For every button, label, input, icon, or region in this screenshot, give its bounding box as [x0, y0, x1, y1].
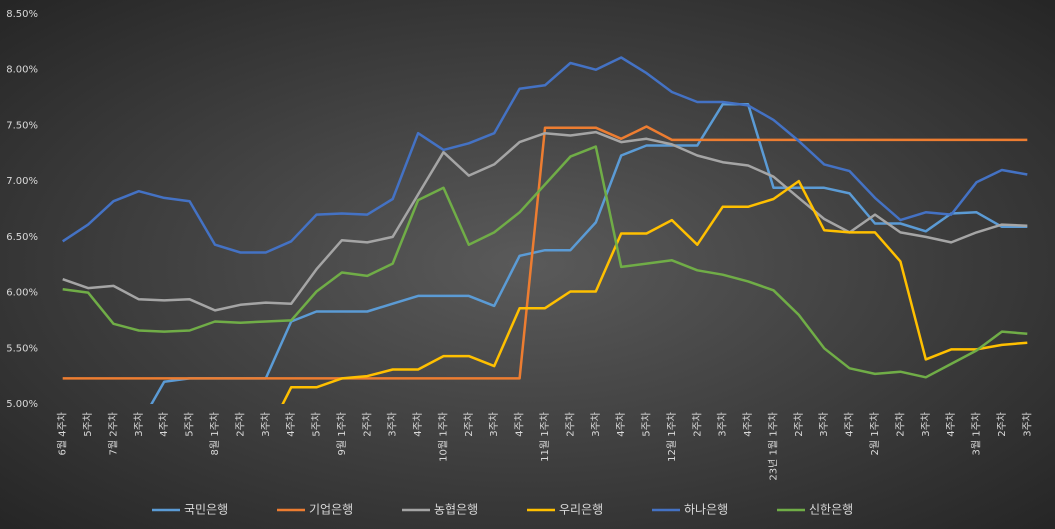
x-tick-label: 3월 1주차 [971, 412, 983, 456]
legend-label: 국민은행 [184, 502, 228, 517]
legend-label: 하나은행 [684, 502, 728, 517]
y-tick-label: 5.50% [6, 343, 38, 354]
x-tick-label: 2주차 [463, 412, 475, 437]
x-tick-label: 4주차 [615, 412, 627, 437]
x-tick-label: 3주차 [1021, 412, 1033, 437]
y-tick-label: 7.50% [6, 120, 38, 131]
x-tick-label: 9월 1주차 [336, 412, 348, 456]
legend-label: 신한은행 [809, 502, 853, 517]
x-tick-label: 5주차 [311, 412, 323, 437]
y-tick-label: 8.50% [6, 9, 38, 20]
x-tick-label: 3주차 [920, 412, 932, 437]
x-tick-label: 3주차 [133, 412, 145, 437]
x-tick-label: 11월 1주차 [539, 412, 551, 462]
y-tick-label: 6.00% [6, 288, 38, 299]
x-tick-label: 4주차 [945, 412, 957, 437]
x-tick-label: 6월 4주차 [57, 412, 69, 456]
x-tick-label: 4주차 [844, 412, 856, 437]
series-line [62, 56, 1028, 254]
legend-label: 농협은행 [434, 502, 478, 517]
x-tick-label: 4주차 [742, 412, 754, 437]
x-tick-label: 5주차 [184, 412, 196, 437]
x-tick-label: 2월 1주차 [869, 412, 881, 456]
x-tick-label: 3주차 [488, 412, 500, 437]
x-tick-label: 3주차 [260, 412, 272, 437]
series-line [281, 179, 1028, 404]
x-tick-label: 2주차 [691, 412, 703, 437]
x-tick-label: 8월 1주차 [209, 412, 221, 456]
y-tick-label: 7.00% [6, 176, 38, 187]
legend-label: 기업은행 [309, 502, 353, 517]
x-tick-label: 12월 1주차 [666, 412, 678, 462]
series-line [62, 130, 1028, 312]
plot-area [62, 56, 1028, 404]
x-tick-label: 5주차 [641, 412, 653, 437]
y-tick-label: 6.50% [6, 232, 38, 243]
x-tick-label: 3주차 [818, 412, 830, 437]
x-tick-label: 3주차 [387, 412, 399, 437]
x-tick-label: 2주차 [894, 412, 906, 437]
x-tick-label: 2주차 [234, 412, 246, 437]
x-tick-label: 4주차 [285, 412, 297, 437]
x-tick-label: 23년 1월 1주차 [767, 412, 779, 481]
x-tick-label: 2주차 [996, 412, 1008, 437]
y-tick-label: 5.00% [6, 399, 38, 410]
x-tick-label: 2주차 [793, 412, 805, 437]
x-tick-label: 4주차 [412, 412, 424, 437]
x-tick-label: 2주차 [361, 412, 373, 437]
x-tick-label: 4주차 [158, 412, 170, 437]
series-line [62, 125, 1028, 380]
x-tick-label: 3주차 [590, 412, 602, 437]
x-tick-label: 4주차 [514, 412, 526, 437]
y-tick-label: 8.00% [6, 65, 38, 76]
x-tick-label: 2주차 [564, 412, 576, 437]
x-tick-label: 5주차 [82, 412, 94, 437]
series-line [62, 145, 1028, 379]
x-tick-label: 3주차 [717, 412, 729, 437]
x-tick-label: 10월 1주차 [437, 412, 449, 462]
legend-label: 우리은행 [559, 502, 603, 517]
x-tick-label: 7월 2주차 [107, 412, 119, 456]
